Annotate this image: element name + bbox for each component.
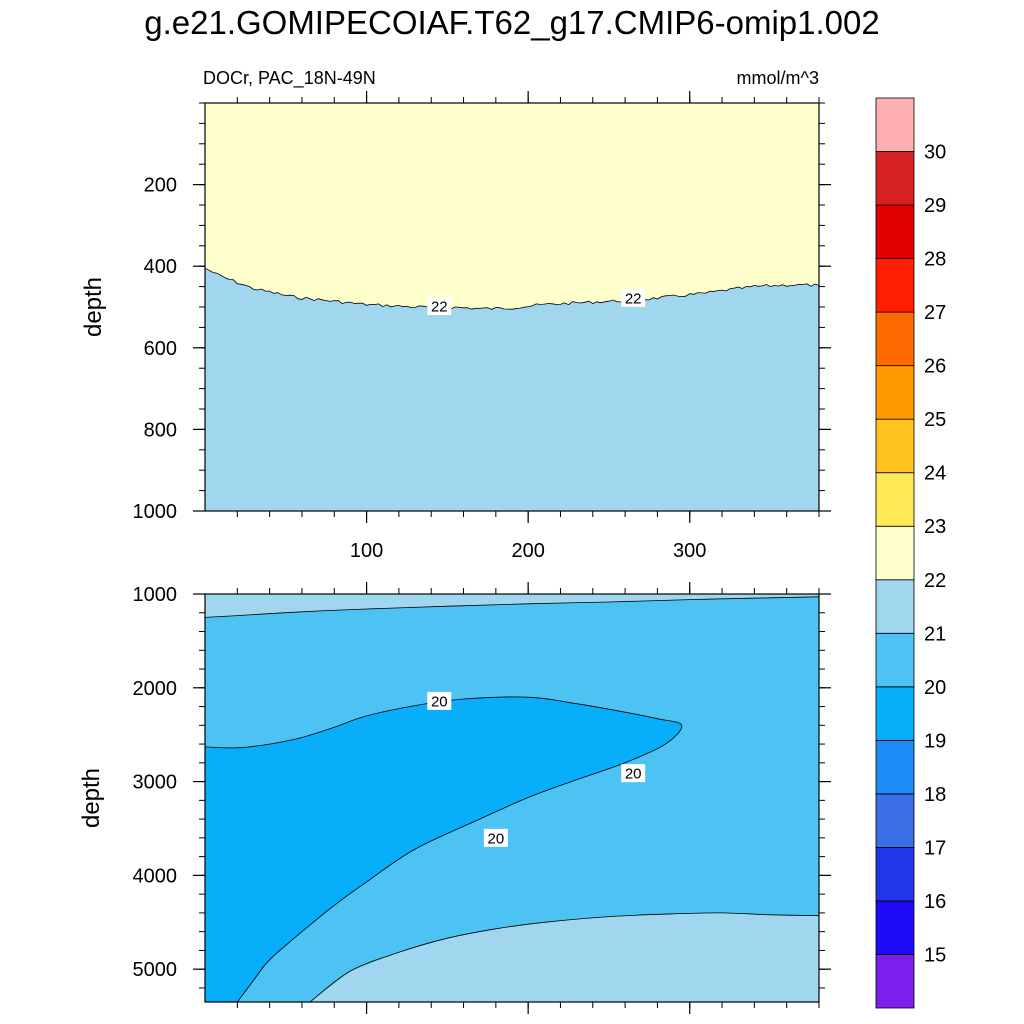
colorbar-label: 17 — [924, 837, 946, 859]
contour-label-bg — [483, 828, 508, 847]
region-19-20 — [205, 696, 682, 1002]
upper-contour-labels: 22 22 — [427, 288, 646, 316]
colorbar-swatch — [875, 525, 915, 581]
colorbar-swatch — [875, 793, 915, 848]
contour-label-text: 20 — [431, 693, 448, 710]
y-tick-label: 400 — [144, 256, 177, 278]
colorbar-label: 24 — [924, 463, 946, 485]
y-tick-label: 3000 — [133, 772, 178, 794]
region-22-23 — [205, 103, 819, 310]
colorbar-swatch — [875, 579, 915, 634]
upper-panel: 200 400 600 800 1000 100 200 300 22 22 DOCr, PAC… — [80, 68, 831, 562]
colorbar-label: 23 — [924, 516, 946, 538]
lower-plot-frame — [204, 593, 820, 1003]
contour-label-text: 20 — [487, 830, 504, 847]
contour-label: 20 — [621, 764, 646, 783]
y-tick-label: 2000 — [133, 678, 178, 700]
lower-ylabel: depth — [78, 768, 105, 828]
contour-label-text: 22 — [625, 290, 642, 307]
lower-panel: 1000 2000 3000 4000 5000 20 20 20 depth — [78, 582, 831, 1014]
colorbar-label: 19 — [924, 730, 946, 752]
colorbar-label: 30 — [924, 142, 946, 164]
colorbar-label: 21 — [924, 623, 946, 645]
colorbar-swatch — [875, 632, 915, 688]
colorbar-label: 28 — [924, 249, 946, 271]
colorbar-swatch — [875, 365, 915, 420]
colorbar-label: 15 — [924, 944, 946, 966]
colorbar-label: 29 — [924, 195, 946, 217]
contour-label-bg — [427, 691, 452, 710]
contour-line-21-lower — [309, 912, 819, 1002]
colorbar-swatch — [875, 739, 915, 795]
colorbar-swatch — [875, 204, 915, 259]
x-tick-label: 300 — [673, 540, 706, 562]
figure-title: g.e21.GOMIPECOIAF.T62_g17.CMIP6-omip1.00… — [144, 4, 880, 41]
y-tick-label: 1000 — [133, 584, 178, 606]
colorbar-swatch — [875, 311, 915, 367]
contour-label: 22 — [427, 297, 452, 316]
colorbar-label: 18 — [924, 784, 946, 806]
upper-axis-ticks: 200 400 600 800 1000 100 200 300 — [133, 91, 831, 562]
contour-line-21-upper — [205, 596, 819, 618]
contour-label-bg — [621, 288, 646, 307]
contour-line-22 — [205, 267, 819, 310]
y-tick-label: 1000 — [133, 501, 178, 523]
colorbar-swatch — [875, 900, 915, 955]
x-tick-label: 100 — [350, 540, 383, 562]
colorbar-label: 20 — [924, 677, 946, 699]
colorbar-label: 25 — [924, 409, 946, 431]
x-tick-label: 200 — [511, 540, 544, 562]
colorbar-swatch — [875, 686, 915, 741]
colorbar-swatch — [875, 847, 915, 902]
contour-label-bg — [621, 764, 646, 783]
colorbar-swatch — [875, 258, 915, 313]
colorbar-label: 16 — [924, 891, 946, 913]
lower-contour-labels: 20 20 20 — [427, 691, 646, 847]
colorbar-label: 27 — [924, 302, 946, 324]
contour-label-text: 22 — [431, 299, 448, 316]
y-tick-label: 5000 — [133, 959, 178, 981]
y-tick-label: 200 — [144, 175, 177, 197]
colorbar-swatch — [875, 97, 915, 152]
contour-label-bg — [427, 297, 452, 315]
colorbar-swatch — [875, 954, 915, 1009]
colorbar-swatch — [875, 472, 915, 527]
y-tick-label: 800 — [144, 419, 177, 441]
contour-label: 22 — [621, 288, 646, 307]
upper-ylabel: depth — [80, 277, 107, 337]
colorbar-label: 26 — [924, 356, 946, 378]
y-tick-label: 4000 — [133, 865, 178, 887]
contour-label: 20 — [427, 691, 452, 710]
units-label: mmol/m^3 — [737, 68, 819, 88]
colorbar-swatch — [875, 151, 915, 206]
lower-axis-ticks: 1000 2000 3000 4000 5000 — [133, 582, 831, 1014]
y-tick-label: 600 — [144, 338, 177, 360]
contour-label: 20 — [483, 828, 508, 847]
variable-region-label: DOCr, PAC_18N-49N — [203, 68, 376, 89]
colorbar-swatch — [875, 418, 915, 474]
colorbar-label: 22 — [924, 570, 946, 592]
contour-line-20 — [205, 696, 683, 1002]
colorbar: 15 16 17 18 19 20 21 22 23 24 25 26 27 28 29 30 — [875, 97, 946, 1009]
contour-label-text: 20 — [625, 766, 642, 783]
